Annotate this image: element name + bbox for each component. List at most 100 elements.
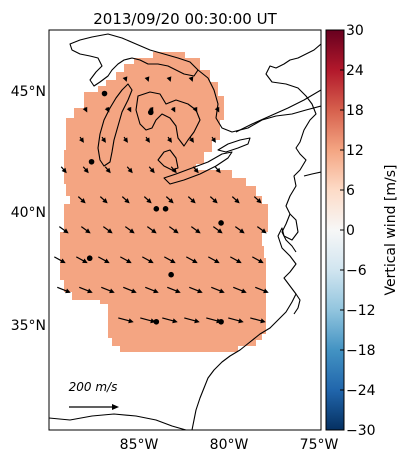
wind-arrow	[189, 286, 203, 294]
wind-arrow	[231, 196, 240, 204]
wind-arrow	[124, 226, 135, 234]
station-marker	[86, 255, 93, 262]
station-marker	[101, 90, 108, 97]
station-marker	[218, 220, 224, 226]
map-frame	[48, 29, 322, 431]
wind-arrow	[123, 286, 137, 294]
station-marker	[168, 271, 174, 278]
wind-arrow	[188, 76, 194, 82]
colorbar-tick-label: 18	[346, 103, 364, 119]
colorbar-tick-label: 0	[346, 223, 355, 239]
michigan-thumb	[157, 149, 179, 171]
colorbar-tick-label: −12	[346, 303, 376, 319]
station-marker	[147, 109, 154, 116]
lon-tick: 80°W	[210, 437, 249, 453]
wind-arrow	[144, 76, 150, 82]
wind-arrow	[214, 106, 220, 113]
wind-arrow	[118, 317, 134, 324]
wind-arrow	[208, 256, 220, 264]
colorbar-tick-label: 6	[346, 183, 355, 199]
gulf-coastline	[49, 413, 187, 430]
wind-arrow	[101, 136, 106, 143]
wind-arrow	[79, 286, 93, 294]
wind-arrow	[256, 226, 267, 234]
wind-arrow	[252, 256, 264, 264]
wind-arrow	[186, 256, 198, 264]
wind-arrow	[192, 106, 198, 113]
wind-arrow	[102, 226, 113, 234]
map-title: 2013/09/20 00:30:00 UT	[93, 10, 277, 28]
station-marker	[218, 318, 224, 325]
coastlines	[49, 33, 321, 430]
wind-arrow	[82, 166, 89, 174]
colorbar-tick-label: −6	[346, 263, 367, 279]
outer-banks	[293, 293, 301, 315]
map-area: 200 m/s	[49, 30, 321, 430]
wind-arrow	[99, 196, 108, 204]
lat-tick-labels: 45°N 40°N 35°N	[11, 84, 46, 334]
colorbar-ticks: 30 24 18 12 6 0 −6 −12 −18 −24 −30	[340, 23, 376, 439]
wind-arrow	[122, 76, 128, 82]
lake-erie-outline	[163, 151, 233, 185]
wind-arrow	[162, 317, 178, 324]
wind-arrow	[120, 256, 132, 264]
wind-arrow	[79, 136, 84, 143]
lat-tick: 40°N	[11, 205, 46, 221]
wind-arrow	[211, 136, 216, 143]
wind-arrow	[230, 256, 242, 264]
colorbar-tick-label: 30	[346, 23, 364, 39]
wind-arrow	[165, 196, 174, 204]
wind-arrows	[54, 76, 269, 324]
lat-tick: 35°N	[11, 318, 46, 334]
colorbar-tick-label: 12	[346, 143, 364, 159]
lon-tick: 85°W	[120, 437, 159, 453]
wind-arrow	[60, 166, 67, 174]
lake-huron-outline	[135, 91, 201, 147]
wind-arrow	[80, 226, 91, 234]
wind-arrow	[104, 106, 110, 113]
wind-arrow	[192, 166, 199, 174]
wind-arrow	[234, 226, 245, 234]
wind-arrow	[167, 136, 172, 143]
lat-tick: 45°N	[11, 84, 46, 100]
scale-arrow-label: 200 m/s	[69, 380, 118, 394]
wind-arrow	[170, 166, 177, 174]
wind-arrow	[77, 196, 86, 204]
wind-arrow	[57, 286, 71, 294]
wind-arrow	[164, 256, 176, 264]
wind-arrow	[82, 106, 88, 113]
lon-tick-labels: 85°W 80°W 75°W	[120, 437, 339, 453]
station-marker	[153, 318, 160, 325]
wind-arrow	[166, 76, 172, 82]
wind-arrow	[76, 256, 88, 264]
lake-ontario-outline	[217, 137, 251, 153]
wind-arrow	[253, 196, 262, 204]
wind-arrow	[255, 286, 269, 294]
wind-arrow	[123, 136, 128, 143]
station-marker	[88, 158, 95, 165]
wind-arrow	[142, 256, 154, 264]
atlantic-coastline	[191, 43, 321, 430]
wind-arrow	[211, 286, 225, 294]
colorbar: 30 24 18 12 6 0 −6 −12 −18 −24 −30 Vertical wind […	[325, 23, 399, 439]
wind-arrow	[98, 256, 110, 264]
colorbar-tick-label: −30	[346, 423, 376, 439]
wind-arrow	[143, 196, 152, 204]
colorbar-label: Vertical wind [m/s]	[383, 165, 399, 296]
colorbar-tick-label: 24	[346, 63, 364, 79]
station-marker	[162, 206, 169, 212]
station-marker	[153, 206, 160, 212]
lon-tick: 75°W	[300, 437, 339, 453]
wind-arrow	[145, 136, 150, 143]
wind-arrow	[190, 226, 201, 234]
stations	[86, 90, 224, 325]
colorbar-tick-label: −24	[346, 383, 376, 399]
wind-arrow	[145, 286, 159, 294]
lake-michigan-outline	[97, 83, 133, 167]
lake-superior-outline	[69, 33, 199, 87]
st-lawrence-river	[235, 89, 321, 133]
wind-arrow	[121, 196, 130, 204]
long-island	[303, 171, 321, 177]
wind-arrow	[148, 166, 155, 174]
wind-arrow	[146, 226, 157, 234]
